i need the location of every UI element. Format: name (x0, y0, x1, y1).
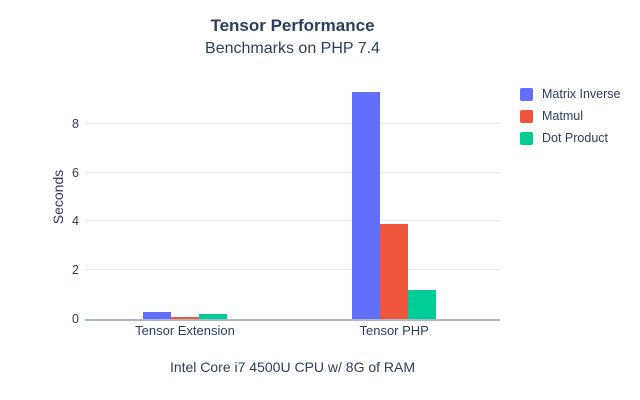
y-tick-label-8: 8 (72, 116, 79, 131)
bar-matrix-inverse-tensor-php (352, 92, 381, 319)
chart-title: Tensor Performance (210, 16, 375, 35)
legend-swatch-matrix-inverse (520, 87, 533, 101)
chart-subtitle: Benchmarks on PHP 7.4 (205, 40, 380, 57)
bar-dot-product-tensor-php (408, 289, 437, 319)
bar-matmul-tensor-php (380, 223, 409, 319)
bar-dot-product-tensor-extension (199, 313, 227, 319)
legend-label: Dot Product (542, 131, 609, 145)
legend-swatch-dot-product (520, 131, 533, 145)
x-axis-title: Intel Core i7 4500U CPU w/ 8G of RAM (169, 359, 416, 375)
bar-matrix-inverse-tensor-extension (143, 311, 171, 319)
gridline-y-4 (85, 220, 500, 222)
y-tick-label-6: 6 (72, 165, 79, 180)
y-tick-label-2: 2 (72, 263, 79, 278)
gridline-y-6 (85, 171, 500, 173)
y-tick-label-4: 4 (72, 214, 79, 229)
y-axis-title: Seconds (50, 169, 66, 225)
y-tick-label-0: 0 (72, 312, 79, 326)
y-axis-ticks: 0 2 4 6 8 (0, 75, 79, 326)
x-tick-label-tensor-extension: Tensor Extension (135, 323, 235, 338)
legend-item-dot-product[interactable]: Dot Product (520, 131, 621, 145)
x-tick-label-tensor-php: Tensor PHP (359, 323, 429, 338)
legend-item-matmul[interactable]: Matmul (520, 109, 621, 123)
plot-area (85, 75, 500, 321)
gridline-y-2 (85, 269, 500, 271)
legend-label: Matmul (542, 109, 583, 123)
x-axis-line (85, 319, 500, 321)
bar-matmul-tensor-extension (171, 317, 199, 319)
gridline-y-8 (85, 122, 500, 124)
legend-swatch-matmul (520, 109, 533, 123)
legend-label: Matrix Inverse (542, 87, 621, 101)
x-axis-ticks: Tensor Extension Tensor PHP (85, 323, 500, 341)
legend-item-matrix-inverse[interactable]: Matrix Inverse (520, 87, 621, 101)
legend: Matrix Inverse Matmul Dot Product (520, 87, 621, 153)
